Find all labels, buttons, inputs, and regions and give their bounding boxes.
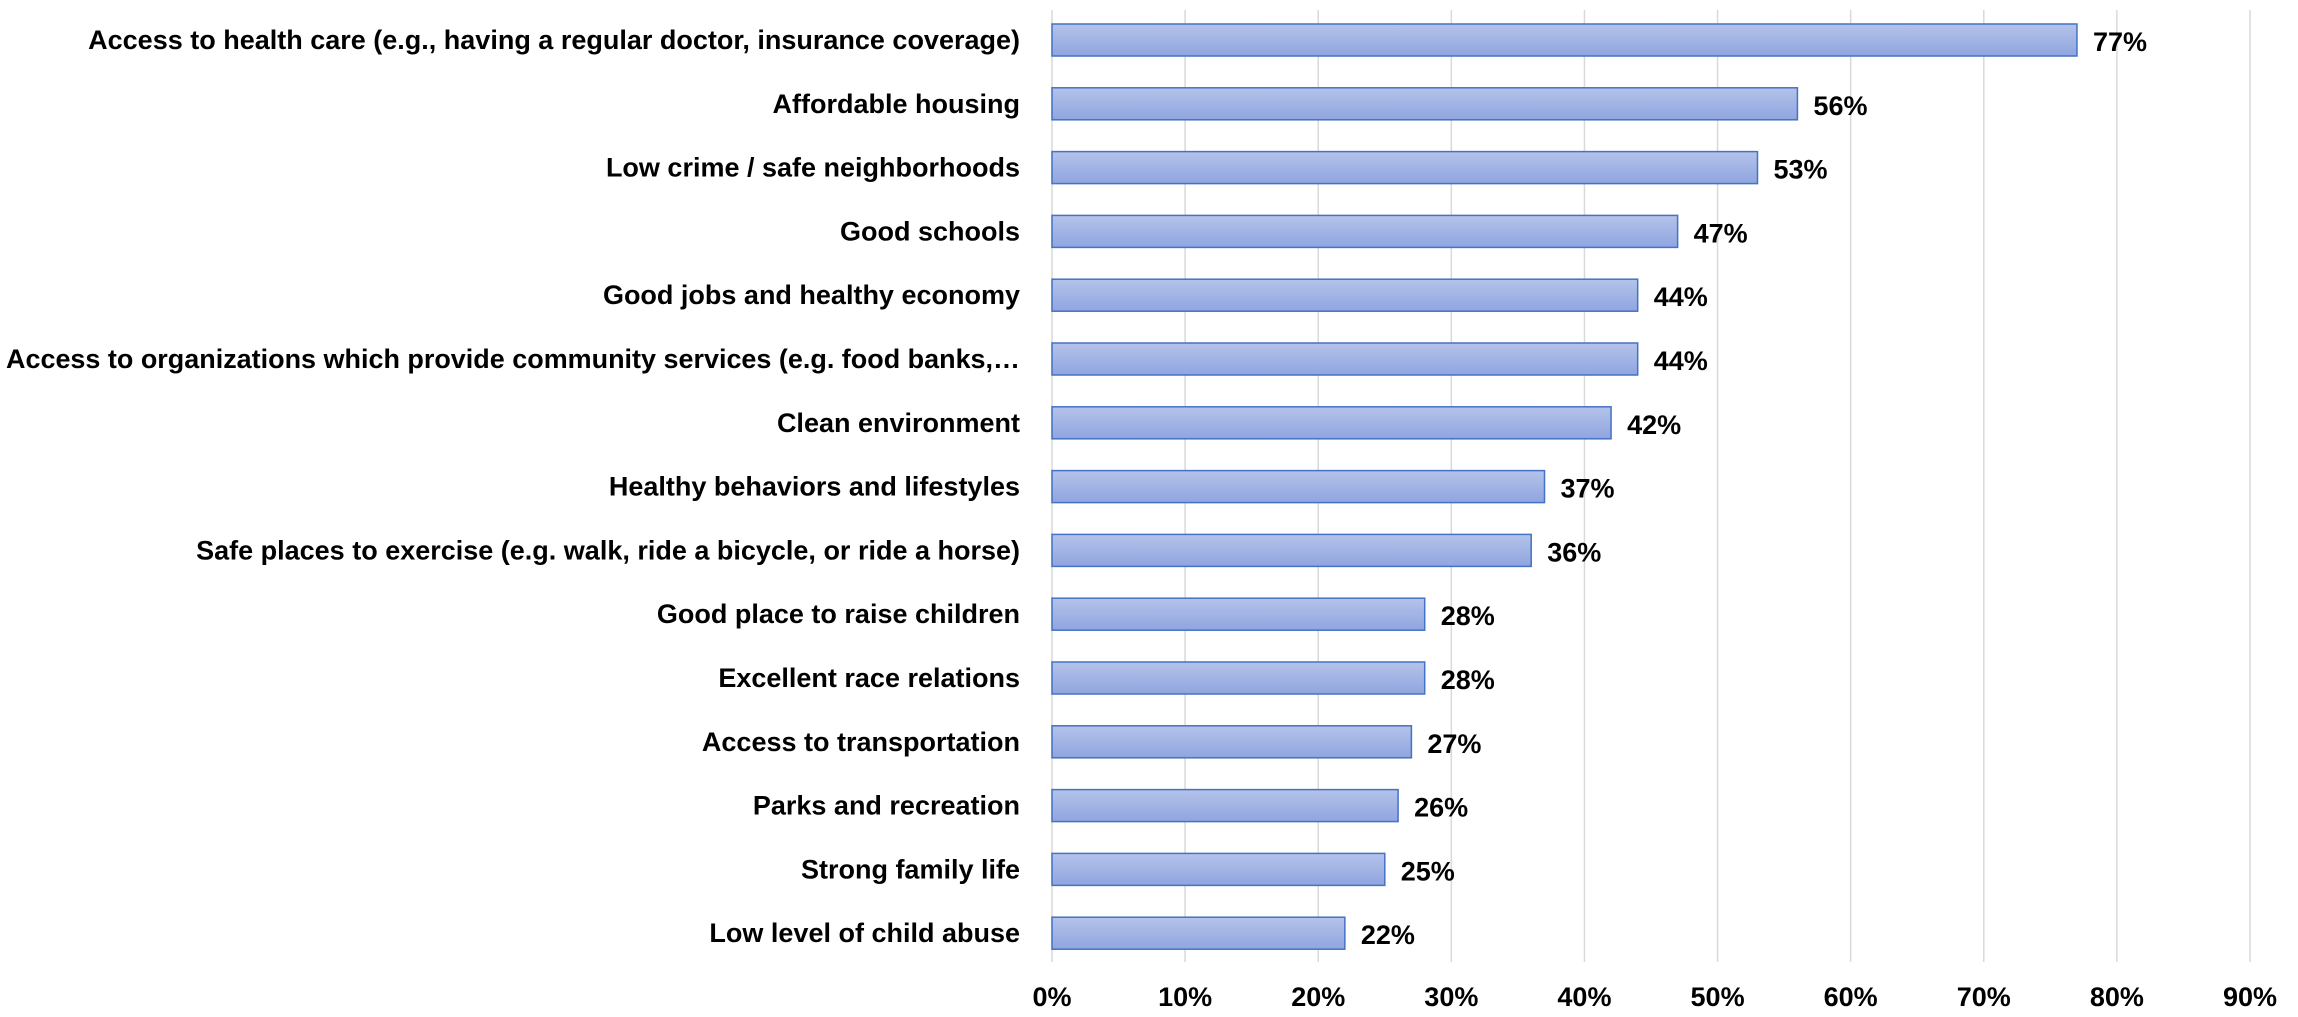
category-label: Access to organizations which provide co… <box>6 344 1020 374</box>
x-tick-label: 30% <box>1424 982 1478 1012</box>
data-label: 27% <box>1427 729 1481 759</box>
bar <box>1051 852 1386 887</box>
data-label: 22% <box>1361 920 1415 950</box>
bar <box>1051 87 1799 121</box>
data-label: 28% <box>1441 665 1495 695</box>
category-label: Strong family life <box>801 854 1020 884</box>
category-label: Clean environment <box>777 408 1020 438</box>
bar <box>1051 278 1639 312</box>
category-label: Good jobs and healthy economy <box>603 280 1020 310</box>
bar <box>1051 661 1426 695</box>
x-tick-label: 60% <box>1824 982 1878 1012</box>
x-axis-tick-labels: 0% 10% 20% 30% 40% 50% 60% 70% 80% 90% <box>1032 982 2277 1012</box>
data-label: 47% <box>1694 218 1748 248</box>
x-tick-label: 50% <box>1691 982 1745 1012</box>
category-label: Excellent race relations <box>718 663 1020 693</box>
data-label: 53% <box>1773 155 1827 185</box>
data-label: 26% <box>1414 793 1468 823</box>
bar <box>1051 597 1426 631</box>
data-label: 42% <box>1627 410 1681 440</box>
data-label: 25% <box>1401 856 1455 886</box>
x-tick-label: 70% <box>1957 982 2011 1012</box>
bars <box>1051 23 2078 950</box>
bar <box>1051 725 1413 759</box>
data-labels: 77% 56% 53% 47% 44% 44% 42% 37% 36% 28% 28% 27% 26% 2… <box>1361 27 2147 950</box>
x-tick-label: 40% <box>1557 982 1611 1012</box>
data-label: 56% <box>1813 91 1867 121</box>
bar <box>1051 788 1399 823</box>
data-label: 44% <box>1654 346 1708 376</box>
category-label: Low level of child abuse <box>709 918 1020 948</box>
category-label: Access to health care (e.g., having a re… <box>88 25 1020 55</box>
data-label: 77% <box>2093 27 2147 57</box>
bar <box>1051 406 1612 440</box>
bar <box>1051 342 1639 376</box>
category-label: Good place to raise children <box>657 599 1020 629</box>
category-label: Good schools <box>840 216 1020 246</box>
data-label: 28% <box>1441 601 1495 631</box>
bar <box>1051 23 2078 57</box>
x-tick-label: 80% <box>2090 982 2144 1012</box>
bar <box>1051 469 1546 504</box>
x-tick-label: 20% <box>1291 982 1345 1012</box>
category-label: Parks and recreation <box>753 791 1020 821</box>
category-label: Healthy behaviors and lifestyles <box>609 472 1020 502</box>
data-label: 44% <box>1654 282 1708 312</box>
category-label: Access to transportation <box>702 727 1020 757</box>
category-label: Affordable housing <box>773 89 1020 119</box>
bar <box>1051 150 1759 185</box>
category-label: Safe places to exercise (e.g. walk, ride… <box>196 535 1020 565</box>
bar <box>1051 916 1346 950</box>
data-label: 37% <box>1561 474 1615 504</box>
bar <box>1051 533 1532 568</box>
category-label: Low crime / safe neighborhoods <box>606 153 1020 183</box>
data-label: 36% <box>1547 537 1601 567</box>
bar <box>1051 214 1679 249</box>
category-labels: Access to health care (e.g., having a re… <box>6 25 1020 948</box>
x-tick-label: 0% <box>1032 982 1071 1012</box>
x-tick-label: 90% <box>2223 982 2277 1012</box>
x-tick-label: 10% <box>1158 982 1212 1012</box>
